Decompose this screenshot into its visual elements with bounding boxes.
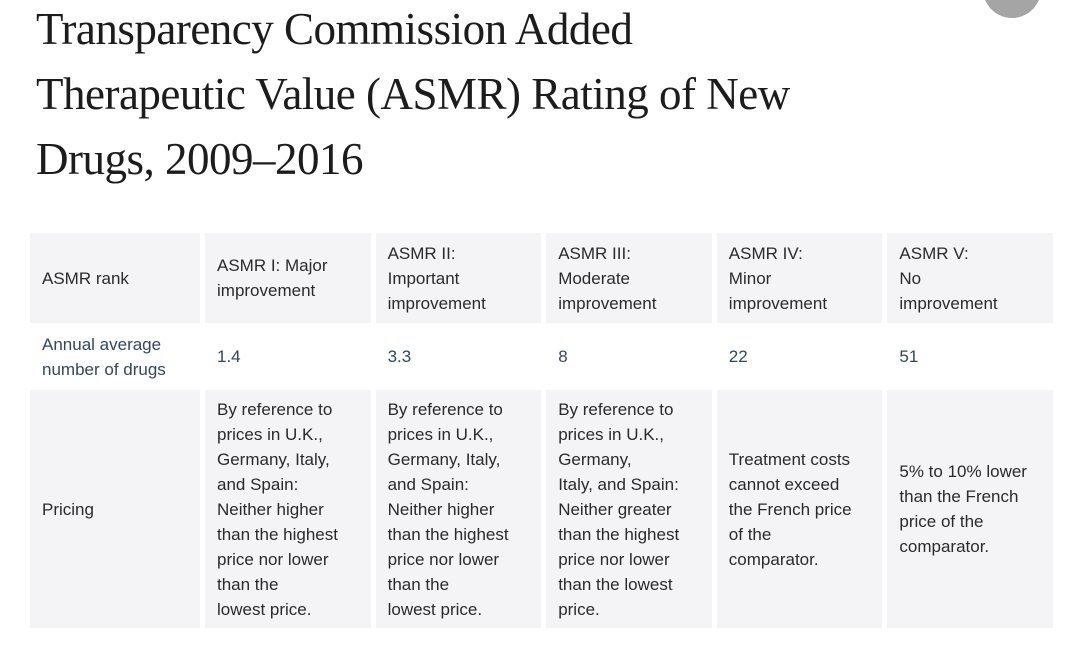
annual-value-asmr-3: 8 (558, 347, 568, 366)
col-header-asmr-4: ASMR IV: Minor improvement (716, 233, 883, 323)
row-label-annual-average: Annual average number of drugs (42, 334, 166, 379)
pricing-cell-asmr-3: By reference to prices in U.K., Germany,… (546, 390, 712, 628)
col-header-asmr-1: ASMR I: Major improvement (205, 233, 371, 323)
floating-circle-button[interactable] (983, 0, 1041, 18)
row-label-pricing: Pricing (30, 390, 200, 628)
asmr-rating-table: ASMR rank ASMR I: Major improvement ASMR… (30, 233, 1053, 628)
annual-value-asmr-1: 1.4 (217, 347, 241, 366)
pricing-cell-asmr-4: Treatment costs cannot exceed the French… (716, 390, 883, 628)
col-header-asmr-3: ASMR III: Moderate improvement (546, 233, 712, 323)
annual-value-asmr-2: 3.3 (387, 347, 412, 366)
pricing-cell-asmr-2: By reference to prices in U.K., Germany,… (375, 390, 542, 628)
pricing-cell-asmr-5: 5% to 10% lower than the French price of… (887, 390, 1053, 628)
col-header-asmr-2: ASMR II: Important improvement (375, 233, 542, 323)
page-title: Transparency Commission Added Therapeuti… (36, 4, 790, 184)
col-header-asmr-5: ASMR V: No improvement (887, 233, 1053, 323)
annual-value-asmr-4: 22 (728, 347, 748, 366)
col-header-asmr-rank: ASMR rank (30, 233, 200, 323)
pricing-cell-asmr-1: By reference to prices in U.K., Germany,… (205, 390, 371, 628)
annual-value-asmr-5: 51 (899, 347, 919, 366)
